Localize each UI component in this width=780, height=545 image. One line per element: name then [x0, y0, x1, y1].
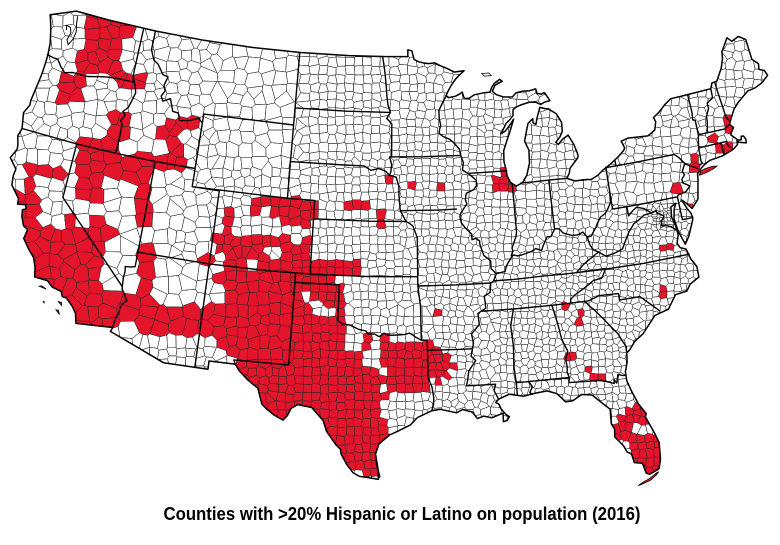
svg-text:Counties with >20% Hispanic or: Counties with >20% Hispanic or Latino on…	[164, 503, 641, 524]
